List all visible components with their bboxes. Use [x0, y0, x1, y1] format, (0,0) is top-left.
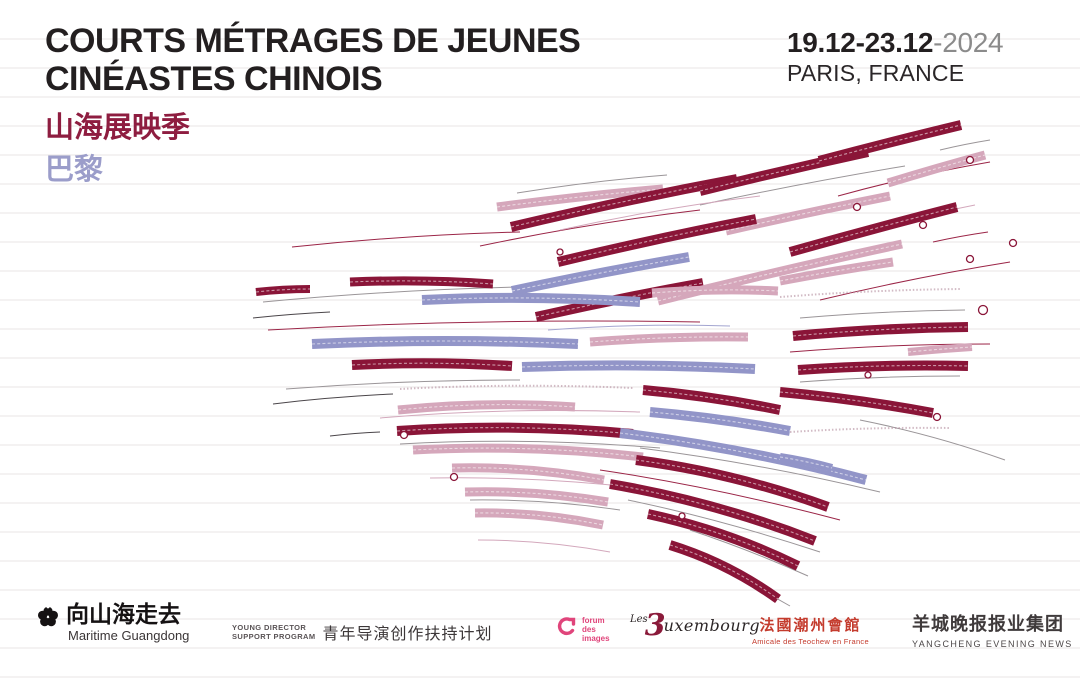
sponsor-subtitle: Maritime Guangdong — [68, 628, 190, 644]
dates-year: -2024 — [933, 27, 1004, 58]
event-location: PARIS, FRANCE — [787, 60, 965, 87]
sponsor-label-en: YOUNG DIRECTOR SUPPORT PROGRAM — [232, 623, 316, 642]
name-line-3: images — [582, 634, 610, 644]
sponsor-yangcheng-evening-news: 羊城晚报报业集团 YANGCHENG EVENING NEWS — [912, 610, 1073, 649]
label-line-1: YOUNG DIRECTOR — [232, 622, 307, 632]
sponsor-maritime-guangdong: 向山海走去 Maritime Guangdong — [36, 602, 189, 643]
name-line-1: forum — [582, 616, 605, 625]
poster-title: COURTS MÉTRAGES DE JEUNES CINÉASTES CHIN… — [45, 22, 581, 99]
sponsor-name: uxembourg — [663, 616, 761, 635]
title-line-1: COURTS MÉTRAGES DE JEUNES — [45, 22, 581, 60]
label-line-2: SUPPORT PROGRAM — [232, 632, 316, 641]
event-dates: 19.12-23.12-2024 — [787, 26, 1004, 59]
header: COURTS MÉTRAGES DE JEUNES CINÉASTES CHIN… — [45, 22, 581, 190]
date-block: 19.12-23.12-2024 PARIS, FRANCE — [787, 26, 1004, 87]
sponsor-forum-des-images: forum des images — [556, 616, 610, 644]
title-chinese: 山海展映季 — [45, 112, 191, 145]
logo-prefix: Les — [630, 614, 648, 625]
sponsor-les-3-luxembourg: Les 3 uxembourg — [630, 608, 761, 643]
forum-des-images-icon — [556, 616, 578, 643]
sponsor-name: 羊城晚报报业集团 — [912, 614, 1064, 634]
logo-numeral: 3 — [644, 608, 666, 643]
dates-range: 19.12-23.12 — [787, 27, 934, 58]
sponsor-young-director-program: YOUNG DIRECTOR SUPPORT PROGRAM 青年导演创作扶持计… — [232, 620, 493, 644]
sponsor-name: forum des images — [582, 616, 610, 644]
name-line-2: des — [582, 625, 596, 635]
title-city-chinese: 巴黎 — [45, 154, 104, 187]
plum-blossom-icon — [36, 605, 60, 634]
title-line-2: CINÉASTES CHINOIS — [45, 60, 383, 99]
sponsor-subtitle: YANGCHENG EVENING NEWS — [912, 639, 1073, 649]
sponsor-footer: 向山海走去 Maritime Guangdong YOUNG DIRECTOR … — [0, 598, 1080, 668]
sponsor-subtitle: Amicale des Teochew en France — [752, 637, 869, 646]
sponsor-name: 法國潮州會館 — [759, 616, 862, 634]
sponsor-name: 青年导演创作扶持计划 — [322, 626, 493, 643]
sponsor-name: 向山海走去 — [66, 601, 181, 627]
sponsor-teochew-association: 法國潮州會館 Amicale des Teochew en France — [752, 614, 869, 646]
